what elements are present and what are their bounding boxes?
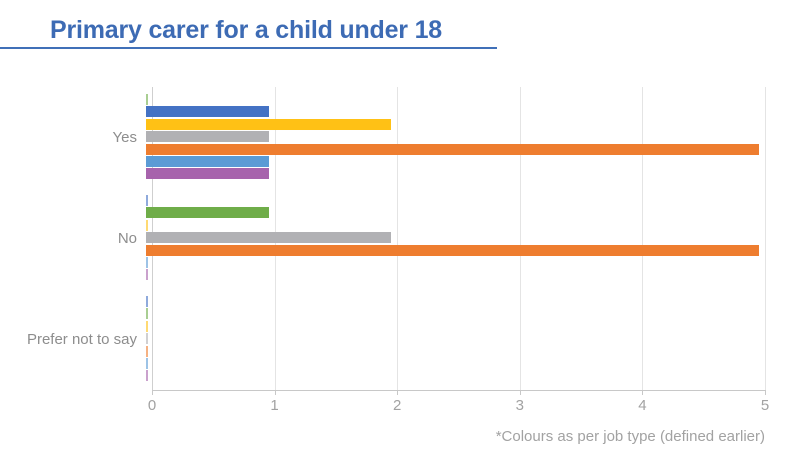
x-tick-label-4: 4 bbox=[638, 397, 647, 414]
bar-purple-prefer-not-to-say bbox=[146, 370, 148, 382]
x-tick-label-3: 3 bbox=[515, 397, 524, 414]
title-underline-rule bbox=[0, 47, 497, 49]
category-label: No bbox=[117, 230, 137, 247]
bar-green-no bbox=[146, 207, 269, 219]
bar-gray-no bbox=[146, 232, 392, 244]
x-tick-label-5: 5 bbox=[760, 397, 770, 414]
gridline-x-3 bbox=[519, 87, 521, 390]
category-bars bbox=[145, 289, 758, 390]
category-label: Prefer not to say bbox=[26, 331, 137, 348]
bar-gray-yes bbox=[146, 131, 269, 143]
chart-footnote: *Colours as per job type (defined earlie… bbox=[495, 428, 765, 445]
x-tick-mark-3 bbox=[519, 390, 521, 395]
bar-orange-prefer-not-to-say bbox=[146, 345, 148, 357]
x-tick-mark-5 bbox=[765, 390, 766, 395]
bar-gold-yes bbox=[146, 118, 392, 130]
bar-purple-no bbox=[146, 269, 148, 281]
x-tick-label-0: 0 bbox=[147, 397, 157, 414]
x-tick-mark-1 bbox=[274, 390, 276, 395]
bar-gray-prefer-not-to-say bbox=[146, 333, 148, 345]
bar-chart: Yes No Prefer not to say bbox=[0, 87, 765, 390]
bar-lightblue-yes bbox=[146, 156, 269, 167]
bar-purple-yes bbox=[146, 168, 269, 180]
bar-lightblue-no bbox=[146, 257, 148, 268]
category-row-prefer-not-to-say: Prefer not to say bbox=[0, 289, 765, 390]
x-tick-label-1: 1 bbox=[270, 397, 279, 414]
category-bars bbox=[145, 87, 759, 188]
gridline-x-2 bbox=[397, 87, 399, 390]
chart-title: Primary carer for a child under 18 bbox=[50, 16, 442, 44]
category-row-yes: Yes bbox=[0, 87, 765, 188]
bar-gold-prefer-not-to-say bbox=[146, 320, 148, 332]
bar-blue-yes bbox=[146, 106, 269, 118]
bar-blue-prefer-not-to-say bbox=[146, 296, 148, 307]
bar-gold-no bbox=[146, 219, 148, 231]
bar-green-prefer-not-to-say bbox=[146, 308, 148, 320]
bar-orange-no bbox=[146, 244, 759, 256]
x-tick-mark-0 bbox=[152, 390, 153, 395]
bar-lightblue-prefer-not-to-say bbox=[146, 358, 148, 369]
x-tick-mark-2 bbox=[397, 390, 399, 395]
gridline-x-5 bbox=[765, 87, 766, 390]
bar-orange-yes bbox=[146, 143, 759, 155]
gridline-x-4 bbox=[642, 87, 644, 390]
bar-green-yes bbox=[146, 94, 148, 105]
category-label: Yes bbox=[112, 129, 137, 146]
category-bars bbox=[145, 188, 759, 289]
category-row-no: No bbox=[0, 188, 765, 289]
x-tick-mark-4 bbox=[642, 390, 644, 395]
bar-blue-no bbox=[146, 195, 148, 206]
x-tick-label-2: 2 bbox=[393, 397, 402, 414]
